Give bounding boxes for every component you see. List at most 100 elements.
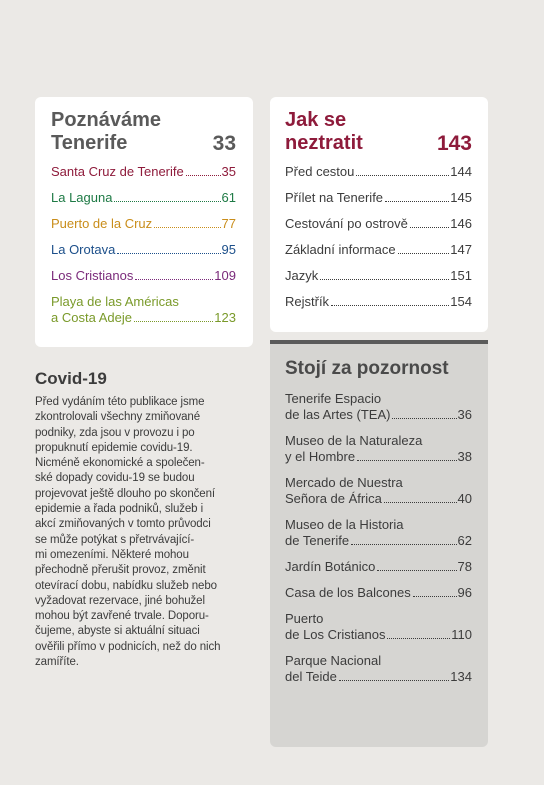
toc-entry-index[interactable]: Rejstřík 154 bbox=[285, 294, 472, 310]
toc-entry-page: 147 bbox=[450, 242, 472, 257]
highlight-entry-museo-naturaleza[interactable]: Museo de la Naturaleza y el Hombre 38 bbox=[285, 433, 472, 465]
highlight-entry-casa-balcones[interactable]: Casa de los Balcones 96 bbox=[285, 585, 472, 601]
highlight-page: 134 bbox=[450, 669, 472, 684]
section-title-line2: neztratit bbox=[285, 132, 363, 154]
leader-dots bbox=[185, 175, 221, 176]
toc-entry-la-laguna[interactable]: La Laguna 61 bbox=[51, 190, 236, 206]
leader-dots bbox=[387, 638, 451, 639]
leader-dots bbox=[133, 321, 214, 322]
toc-entry-page: 146 bbox=[450, 216, 472, 231]
toc-entry-page: 77 bbox=[221, 216, 236, 231]
section-heading: Jak se neztratit 143 bbox=[285, 109, 472, 155]
toc-entry-label-line2: a Costa Adeje bbox=[51, 310, 132, 325]
contents-card-explore-tenerife: Poznáváme Tenerife 33 Santa Cruz de Tene… bbox=[35, 97, 253, 347]
leader-dots bbox=[356, 175, 450, 176]
highlight-page: 38 bbox=[457, 449, 472, 464]
highlight-label-line1: Parque Nacional bbox=[285, 653, 382, 668]
leader-dots bbox=[383, 502, 457, 503]
section-page-number: 33 bbox=[212, 132, 236, 155]
toc-entry-puerto-de-la-cruz[interactable]: Puerto de la Cruz 77 bbox=[51, 216, 236, 232]
highlight-label-line2: de Los Cristianos bbox=[285, 627, 386, 642]
highlight-label-line2: Señora de África bbox=[285, 491, 382, 506]
covid-title: Covid-19 bbox=[35, 369, 107, 388]
highlight-entry-jardin-botanico[interactable]: Jardín Botánico 78 bbox=[285, 559, 472, 575]
highlight-label-line2: de las Artes (TEA) bbox=[285, 407, 391, 422]
highlight-label-line1: Puerto bbox=[285, 611, 324, 626]
highlight-entry-mercado[interactable]: Mercado de Nuestra Señora de África 40 bbox=[285, 475, 472, 507]
toc-entry-before-travel[interactable]: Před cestou 144 bbox=[285, 164, 472, 180]
contents-card-getting-around: Jak se neztratit 143 Před cestou 144 Pří… bbox=[270, 97, 488, 332]
highlight-page: 110 bbox=[451, 627, 472, 642]
highlight-label-line1: Museo de la Naturaleza bbox=[285, 433, 423, 448]
toc-entry-page: 151 bbox=[450, 268, 472, 283]
leader-dots bbox=[392, 418, 457, 419]
toc-entry-travel-on-island[interactable]: Cestování po ostrově 146 bbox=[285, 216, 472, 232]
highlight-label-line1: Tenerife Espacio bbox=[285, 391, 382, 406]
toc-entry-page: 109 bbox=[214, 268, 236, 283]
covid-note: Covid-19 Před vydáním této publikace jsm… bbox=[35, 369, 257, 670]
highlight-label: Jardín Botánico bbox=[285, 559, 376, 574]
section-title-line1: Poznáváme bbox=[51, 109, 162, 131]
toc-entry-label: Rejstřík bbox=[285, 294, 330, 309]
toc-entry-la-orotava[interactable]: La Orotava 95 bbox=[51, 242, 236, 258]
highlight-label-line1: Museo de la Historia bbox=[285, 517, 404, 532]
highlight-page: 40 bbox=[457, 491, 472, 506]
covid-body: Před vydáním této publikace jsme zkontro… bbox=[35, 396, 221, 669]
leader-dots bbox=[338, 680, 450, 681]
toc-entry-arrival[interactable]: Přílet na Tenerife 145 bbox=[285, 190, 472, 206]
highlight-entry-teide[interactable]: Parque Nacional del Teide 134 bbox=[285, 653, 472, 685]
toc-entry-label: Puerto de la Cruz bbox=[51, 216, 153, 231]
leader-dots bbox=[331, 305, 450, 306]
highlight-label-line1: Mercado de Nuestra bbox=[285, 475, 403, 490]
toc-entry-label: Přílet na Tenerife bbox=[285, 190, 384, 205]
toc-entry-page: 35 bbox=[221, 164, 236, 179]
highlight-entry-puerto-cristianos[interactable]: Puerto de Los Cristianos 110 bbox=[285, 611, 472, 643]
toc-entry-label: Santa Cruz de Tenerife bbox=[51, 164, 184, 179]
toc-entry-playa-de-las-americas[interactable]: Playa de las Américas a Costa Adeje 123 bbox=[51, 294, 236, 326]
toc-entry-label: La Orotava bbox=[51, 242, 116, 257]
toc-entry-los-cristianos[interactable]: Los Cristianos 109 bbox=[51, 268, 236, 284]
highlight-page: 36 bbox=[457, 407, 472, 422]
highlight-label-line2: y el Hombre bbox=[285, 449, 356, 464]
toc-entry-santa-cruz[interactable]: Santa Cruz de Tenerife 35 bbox=[51, 164, 236, 180]
highlight-label-line2: del Teide bbox=[285, 669, 337, 684]
toc-entry-page: 145 bbox=[450, 190, 472, 205]
highlight-label-line2: de Tenerife bbox=[285, 533, 350, 548]
leader-dots bbox=[409, 227, 450, 228]
highlights-card: Stojí za pozornost Tenerife Espacio de l… bbox=[270, 340, 488, 747]
toc-entry-label: Základní informace bbox=[285, 242, 396, 257]
highlight-page: 78 bbox=[457, 559, 472, 574]
leader-dots bbox=[351, 544, 457, 545]
highlights-title: Stojí za pozornost bbox=[285, 358, 449, 379]
highlight-entry-tea[interactable]: Tenerife Espacio de las Artes (TEA) 36 bbox=[285, 391, 472, 423]
leader-dots bbox=[397, 253, 450, 254]
toc-entry-page: 123 bbox=[214, 310, 236, 325]
leader-dots bbox=[385, 201, 450, 202]
toc-entry-label: Los Cristianos bbox=[51, 268, 134, 283]
toc-entry-page: 61 bbox=[221, 190, 236, 205]
toc-entry-page: 154 bbox=[450, 294, 472, 309]
toc-entry-label-line1: Playa de las Américas bbox=[51, 294, 179, 309]
leader-dots bbox=[412, 596, 457, 597]
toc-entry-label: Před cestou bbox=[285, 164, 355, 179]
leader-dots bbox=[135, 279, 214, 280]
leader-dots bbox=[114, 201, 221, 202]
section-title-line2: Tenerife bbox=[51, 132, 128, 154]
leader-dots bbox=[117, 253, 221, 254]
toc-entry-page: 144 bbox=[450, 164, 472, 179]
leader-dots bbox=[377, 570, 457, 571]
toc-entry-basic-info[interactable]: Základní informace 147 bbox=[285, 242, 472, 258]
leader-dots bbox=[357, 460, 457, 461]
highlight-label: Casa de los Balcones bbox=[285, 585, 411, 600]
leader-dots bbox=[320, 279, 450, 280]
toc-entry-page: 95 bbox=[221, 242, 236, 257]
toc-entry-label: Jazyk bbox=[285, 268, 319, 283]
section-page-number: 143 bbox=[436, 132, 472, 155]
toc-entry-language[interactable]: Jazyk 151 bbox=[285, 268, 472, 284]
highlight-entry-museo-historia[interactable]: Museo de la Historia de Tenerife 62 bbox=[285, 517, 472, 549]
leader-dots bbox=[154, 227, 221, 228]
section-title-line1: Jak se bbox=[285, 109, 347, 131]
toc-entry-label: Cestování po ostrově bbox=[285, 216, 408, 231]
section-heading: Poznáváme Tenerife 33 bbox=[51, 109, 236, 155]
toc-entry-label: La Laguna bbox=[51, 190, 113, 205]
